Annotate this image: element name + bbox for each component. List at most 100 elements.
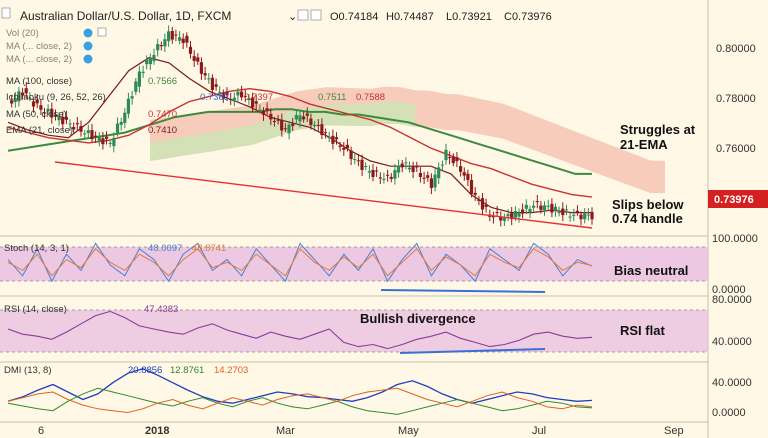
candle-body (528, 209, 532, 213)
annotation-struggles-line2: 21-EMA (620, 137, 668, 152)
dmi-tick-0: 0.0000 (712, 407, 746, 419)
candle-body (294, 115, 298, 120)
candle-body (331, 135, 335, 144)
candle-body (524, 204, 528, 209)
ma100-label: MA (100, close) (6, 76, 72, 87)
candle-body (199, 62, 203, 74)
candle-body (280, 119, 284, 131)
dmi-minus-line (7, 387, 593, 414)
candle-body (462, 172, 466, 176)
candle-body (159, 45, 163, 47)
ema21-label: EMA (21, close) (6, 125, 73, 136)
candle-body (579, 214, 583, 220)
hide-icon[interactable] (310, 9, 322, 21)
ema21-value: 0.7410 (148, 125, 177, 136)
candle-body (79, 126, 83, 132)
candle-body (353, 159, 357, 161)
candle-body (338, 145, 342, 147)
annotation-slips-line2: 0.74 handle (612, 211, 683, 226)
candle-body (287, 124, 291, 134)
candle-body (320, 124, 324, 136)
candle-body (174, 34, 178, 36)
candle-body (196, 57, 200, 62)
candle-body (207, 78, 211, 80)
candle-body (334, 137, 339, 140)
candle-body (247, 98, 251, 101)
candle-body (313, 124, 317, 127)
candle-body (564, 209, 569, 211)
time-tick-6: 6 (38, 425, 44, 437)
candle-body (411, 166, 415, 172)
vol-settings-icon[interactable] (97, 27, 107, 37)
candle-body (473, 192, 477, 195)
candle-body (236, 91, 240, 96)
dmi-value-2: 12.8761 (170, 365, 204, 376)
candle-body (123, 112, 127, 123)
candle-body (521, 209, 525, 214)
candle-body (240, 91, 244, 98)
high-value: H0.74487 (386, 11, 434, 23)
candle-body (396, 165, 401, 173)
candle-body (466, 173, 470, 181)
annotation-bullish-divergence: Bullish divergence (360, 311, 476, 326)
candle-body (407, 167, 412, 170)
candle-body (532, 205, 536, 208)
collapse-toggle-icon[interactable] (1, 7, 11, 19)
candle-body (265, 108, 269, 111)
candle-body (451, 156, 455, 164)
time-tick-sep: Sep (664, 425, 684, 437)
candle-body (10, 100, 14, 104)
candle-body (112, 138, 116, 147)
annotation-slips-line1: Slips below (612, 197, 684, 212)
candlesticks (10, 25, 594, 227)
candle-body (83, 133, 87, 135)
candle-body (21, 92, 25, 96)
candle-body (400, 163, 404, 168)
last-price-badge (708, 190, 768, 208)
ma100-line (7, 108, 592, 175)
support-trend-line[interactable] (54, 161, 593, 229)
candle-body (356, 160, 360, 162)
candle-body (349, 150, 353, 160)
time-tick-mar: Mar (276, 425, 295, 437)
rsi-divergence-line[interactable] (399, 348, 546, 354)
vol-visibility-icon[interactable] (83, 28, 93, 38)
ma50-value: 0.7470 (148, 109, 177, 120)
candle-body (272, 121, 276, 122)
ichimoku-label: Ichimoku (9, 26, 52, 26) (6, 92, 106, 103)
candle-body (145, 59, 149, 65)
dmi-label: DMI (13, 8) (4, 365, 52, 376)
candle-body (506, 214, 510, 217)
dmi-plus-line (7, 387, 593, 415)
ma2-label: MA (... close, 2) (6, 54, 72, 65)
settings-icon[interactable] (297, 9, 309, 21)
dmi-lines (7, 368, 593, 415)
candle-body (305, 113, 309, 116)
candle-body (323, 132, 328, 134)
vol-label: Vol (20) (6, 28, 39, 39)
stoch-divergence-line[interactable] (380, 289, 546, 293)
last-price-label: 0.73976 (714, 194, 754, 206)
candle-body (586, 214, 590, 216)
candle-body (170, 31, 174, 40)
candle-body (557, 211, 561, 214)
candle-body (276, 119, 280, 121)
candle-body (225, 91, 229, 96)
rsi-line (7, 310, 593, 350)
ma2-visibility-icon[interactable] (83, 54, 93, 64)
symbol-menu-icon[interactable]: ⌄ (288, 11, 297, 23)
candle-body (258, 109, 262, 111)
candle-body (178, 37, 182, 41)
candle-body (130, 96, 134, 99)
ichimoku-cloud-bull-fill (150, 101, 415, 161)
candle-body (484, 204, 488, 207)
candle-body (393, 170, 397, 179)
ma1-visibility-icon[interactable] (83, 41, 93, 51)
annotation-bias-neutral: Bias neutral (614, 263, 688, 278)
candle-body (345, 144, 349, 149)
candle-body (499, 217, 503, 221)
dmi-tick-40: 40.0000 (712, 377, 752, 389)
candle-body (513, 211, 517, 218)
candle-body (440, 164, 444, 166)
